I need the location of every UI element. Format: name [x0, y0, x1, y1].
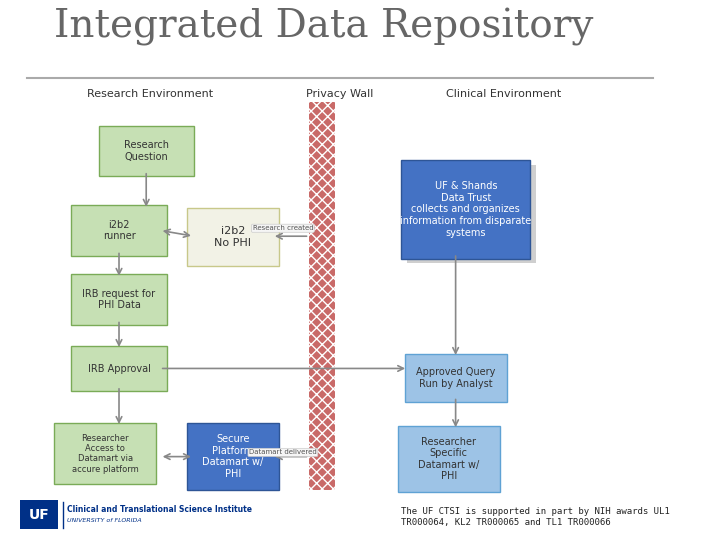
Text: Privacy Wall: Privacy Wall [306, 89, 374, 99]
FancyBboxPatch shape [55, 423, 156, 484]
FancyBboxPatch shape [99, 126, 194, 176]
Text: Research Environment: Research Environment [86, 89, 212, 99]
Text: Clinical and Translational Science Institute: Clinical and Translational Science Insti… [67, 505, 252, 514]
FancyBboxPatch shape [20, 500, 58, 529]
Text: Research
Question: Research Question [124, 140, 168, 162]
Text: Researcher
Access to
Datamart via
accure platform: Researcher Access to Datamart via accure… [72, 434, 139, 474]
Text: Secure
Platform
Datamart w/
PHI: Secure Platform Datamart w/ PHI [202, 434, 264, 479]
FancyBboxPatch shape [187, 208, 279, 266]
FancyBboxPatch shape [401, 160, 531, 259]
Text: Integrated Data Repository: Integrated Data Repository [55, 8, 594, 46]
Text: i2b2
No PHI: i2b2 No PHI [215, 226, 251, 248]
Text: UF: UF [29, 508, 50, 522]
Text: IRB request for
PHI Data: IRB request for PHI Data [83, 289, 156, 310]
FancyBboxPatch shape [71, 205, 166, 256]
Text: Approved Query
Run by Analyst: Approved Query Run by Analyst [416, 367, 495, 389]
FancyBboxPatch shape [71, 274, 166, 325]
Text: Researcher
Specific
Datamart w/
PHI: Researcher Specific Datamart w/ PHI [418, 437, 480, 481]
FancyBboxPatch shape [187, 423, 279, 490]
FancyBboxPatch shape [398, 426, 500, 492]
Text: The UF CTSI is supported in part by NIH awards UL1
TR000064, KL2 TR000065 and TL: The UF CTSI is supported in part by NIH … [401, 507, 670, 526]
FancyBboxPatch shape [405, 354, 507, 402]
Text: UF & Shands
Data Trust
collects and organizes
information from disparate
systems: UF & Shands Data Trust collects and orga… [400, 181, 531, 238]
Text: UNIVERSITY of FLORIDA: UNIVERSITY of FLORIDA [67, 518, 141, 523]
FancyBboxPatch shape [310, 102, 336, 490]
Text: Research created: Research created [253, 225, 313, 231]
Text: IRB Approval: IRB Approval [88, 364, 150, 374]
FancyBboxPatch shape [71, 346, 166, 391]
Text: Clinical Environment: Clinical Environment [446, 89, 561, 99]
Text: Datamart delivered: Datamart delivered [249, 449, 317, 455]
FancyBboxPatch shape [407, 165, 536, 263]
Text: i2b2
runner: i2b2 runner [103, 220, 135, 241]
